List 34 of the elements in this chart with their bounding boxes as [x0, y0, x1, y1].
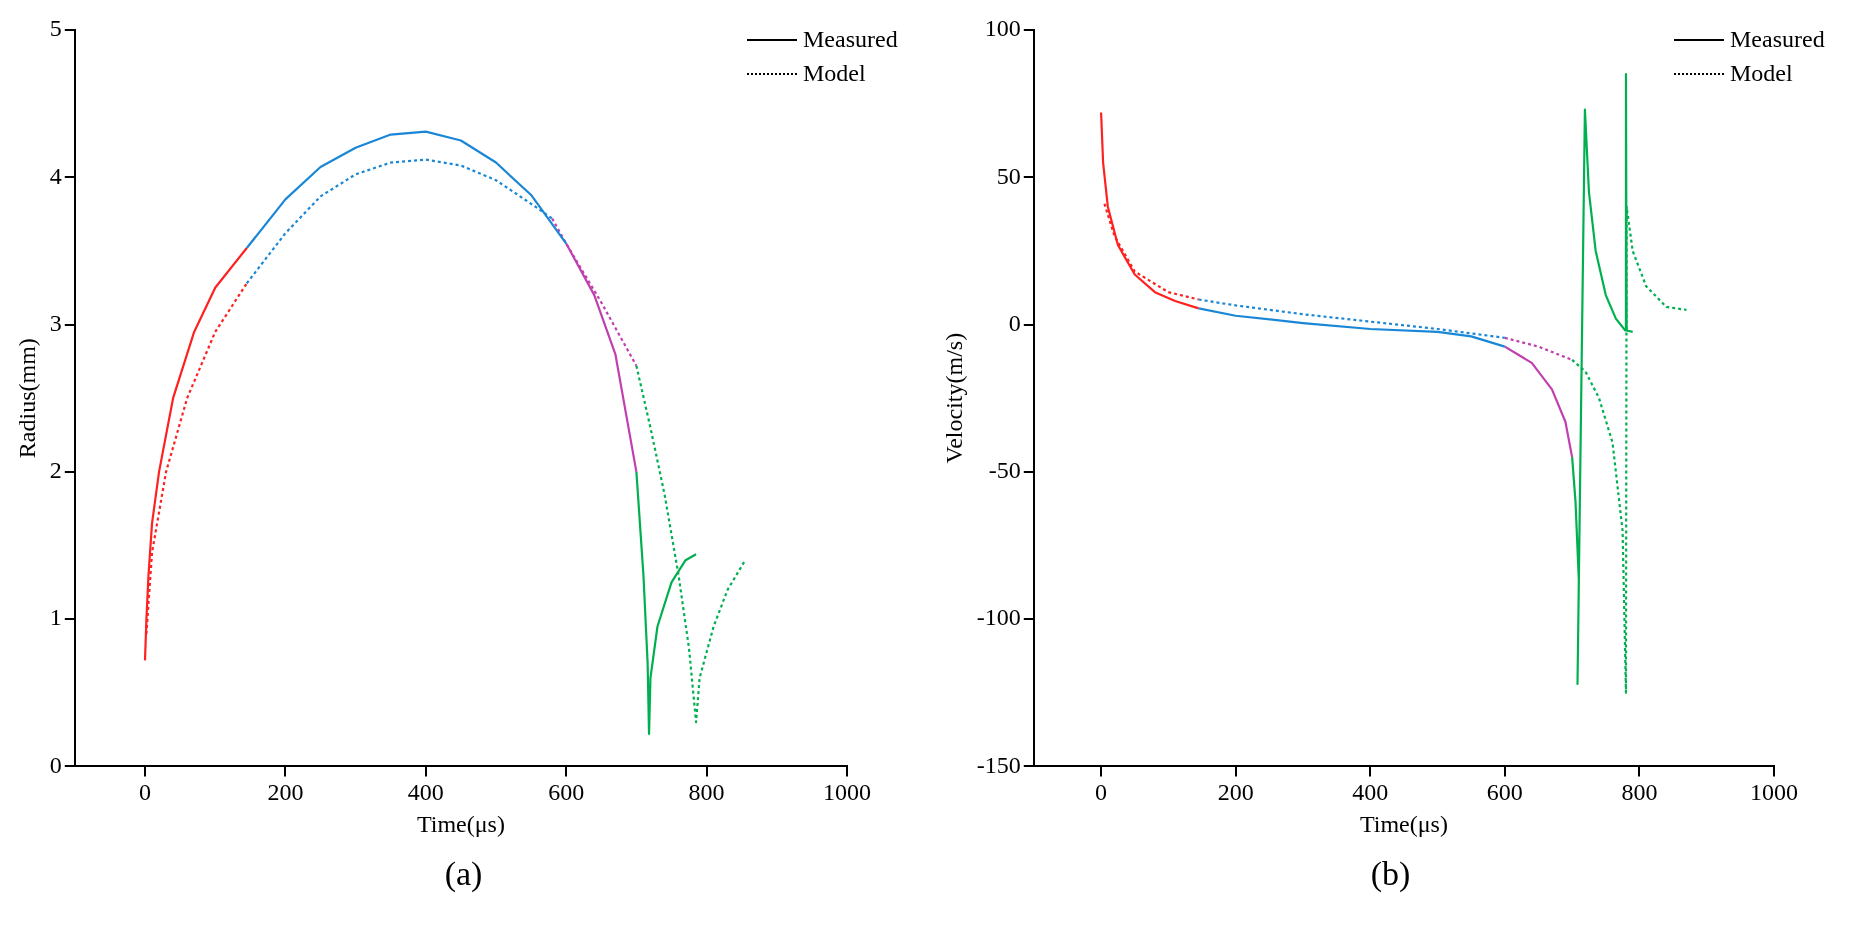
x-tick-label: 600	[548, 779, 585, 806]
x-tick-label: 400	[407, 779, 444, 806]
x-tick-label: 600	[1486, 779, 1523, 806]
annotation: Model	[1730, 60, 1793, 87]
x-tick-label: 800	[1621, 779, 1658, 806]
text: (b)	[1369, 855, 1412, 893]
y-axis-title: Radius(mm)	[13, 338, 40, 459]
y-tick-label: -50	[988, 457, 1021, 484]
y-tick-label: 0	[1008, 309, 1021, 336]
annotation: Measured	[1730, 26, 1825, 53]
y-tick-label: 4	[49, 162, 62, 189]
x-tick-label: 1000	[1750, 779, 1798, 806]
x-tick-label: 1000	[823, 779, 871, 806]
x-tick-label: 0	[1095, 779, 1108, 806]
y-tick-label: 50	[996, 162, 1021, 189]
text: (a)	[443, 855, 484, 893]
x-tick-label: 200	[267, 779, 304, 806]
y-tick-label: 100	[984, 15, 1021, 42]
y-tick-label: 2	[49, 457, 62, 484]
x-axis-title: Time(μs)	[1359, 810, 1448, 837]
y-tick-label: 0	[49, 751, 62, 778]
x-tick-label: 800	[688, 779, 725, 806]
x-tick-label: 0	[139, 779, 151, 806]
x-tick-label: 200	[1217, 779, 1254, 806]
y-tick-label: 3	[49, 309, 62, 336]
x-axis-title: Time(μs)	[416, 810, 505, 837]
y-tick-label: 5	[49, 15, 62, 42]
annotation: Model	[803, 60, 866, 87]
y-tick-label: -150	[976, 751, 1021, 778]
y-tick-label: 1	[49, 604, 62, 631]
x-tick-label: 400	[1352, 779, 1389, 806]
annotation: Measured	[803, 26, 898, 53]
y-tick-label: -100	[976, 604, 1021, 631]
y-axis-title: Velocity(m/s)	[940, 332, 967, 464]
